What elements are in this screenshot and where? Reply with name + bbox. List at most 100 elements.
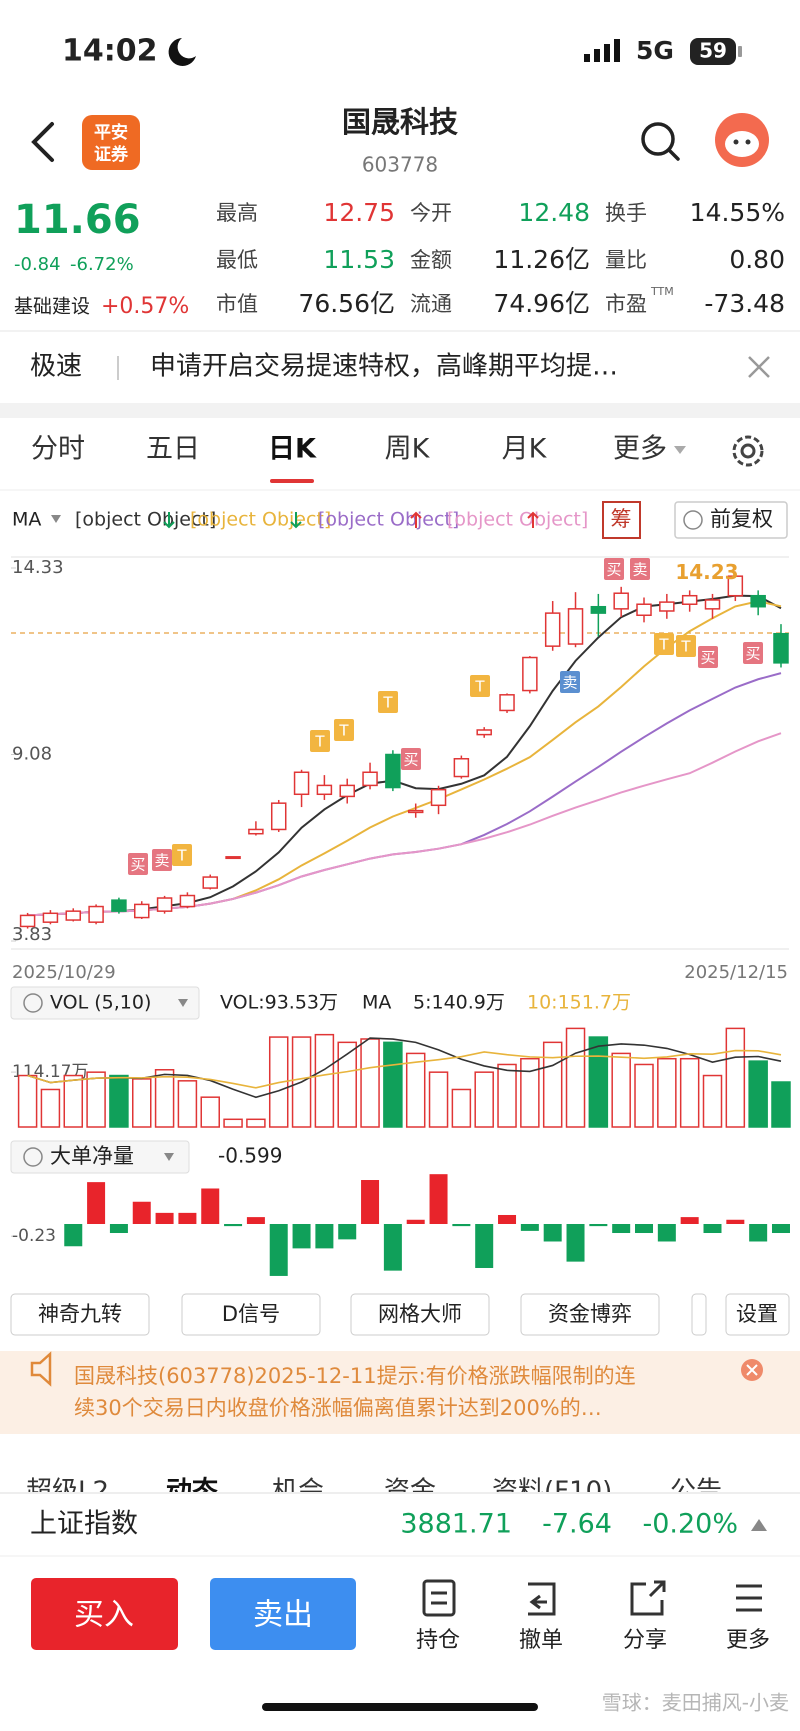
stat-value: 76.56亿 bbox=[298, 289, 395, 318]
tool-button[interactable] bbox=[350, 1293, 490, 1336]
moon-icon bbox=[168, 38, 196, 66]
avatar-eye bbox=[733, 139, 739, 145]
notice-tag: 极速 bbox=[30, 352, 82, 382]
flow-bar bbox=[178, 1212, 197, 1224]
last-price: 11.66 bbox=[14, 197, 141, 243]
signal-badge bbox=[334, 719, 354, 741]
stat-value: 12.48 bbox=[518, 198, 590, 227]
share-icon[interactable] bbox=[630, 1580, 666, 1616]
signal-text: T bbox=[658, 636, 669, 654]
network: 5G bbox=[636, 36, 674, 65]
stat-label: 流通 bbox=[410, 292, 452, 316]
period-tab[interactable]: 日K bbox=[268, 434, 317, 465]
broker-logo bbox=[82, 115, 140, 170]
battery-level: 59 bbox=[699, 39, 727, 63]
settings-tool[interactable] bbox=[725, 1293, 790, 1336]
signal-text: T bbox=[314, 733, 325, 751]
back-button[interactable] bbox=[31, 122, 54, 162]
vol-indicator-select[interactable] bbox=[10, 986, 200, 1020]
more-icon[interactable] bbox=[736, 1584, 762, 1612]
candle-body bbox=[567, 608, 584, 645]
battery bbox=[690, 38, 736, 65]
signal-badge bbox=[310, 730, 330, 752]
tool-label: 资金博弈 bbox=[548, 1302, 632, 1326]
caret bbox=[164, 1153, 174, 1161]
vol-label: VOL (5,10) bbox=[50, 992, 151, 1014]
action-label: 更多 bbox=[726, 1628, 770, 1653]
ma5-line bbox=[27, 594, 782, 917]
period-tab[interactable]: 更多 bbox=[613, 434, 667, 465]
stock-name: 国晟科技 bbox=[342, 105, 458, 139]
adjust-button[interactable] bbox=[674, 501, 788, 539]
signal-badge bbox=[152, 849, 172, 871]
notice-text[interactable]: 申请开启交易提速特权，高峰期平均提… bbox=[150, 352, 618, 382]
chip-button[interactable] bbox=[602, 501, 641, 539]
stock-code: 603778 bbox=[362, 153, 438, 177]
period-tabs: 分时 五日 日K 周K 月K 更多 bbox=[31, 434, 667, 483]
adjust-label: 前复权 bbox=[710, 507, 773, 531]
tool-button[interactable] bbox=[181, 1293, 321, 1336]
holdings-icon[interactable] bbox=[422, 1579, 456, 1617]
y-tick-label: 3.83 bbox=[12, 924, 52, 945]
period-tab[interactable]: 周K bbox=[385, 434, 431, 465]
avatar-face bbox=[725, 131, 759, 157]
avatar-eye bbox=[745, 139, 751, 145]
signal-badge bbox=[128, 853, 148, 875]
expand-caret[interactable] bbox=[751, 1519, 767, 1531]
flow-bar bbox=[680, 1217, 699, 1224]
search-button[interactable] bbox=[641, 122, 675, 156]
candle-body bbox=[613, 592, 629, 610]
alert-close-x bbox=[746, 1364, 758, 1376]
flow-bar bbox=[657, 1224, 676, 1242]
info-icon bbox=[683, 510, 703, 530]
candle-body bbox=[42, 912, 59, 923]
action-label: 分享 bbox=[623, 1628, 667, 1653]
flow-bar bbox=[612, 1224, 631, 1234]
flow-bar bbox=[361, 1180, 380, 1224]
stat-label: 市值 bbox=[216, 292, 258, 316]
candle-body bbox=[248, 828, 264, 835]
cancel-icon[interactable] bbox=[528, 1582, 556, 1616]
candle-body bbox=[522, 656, 538, 692]
period-tab[interactable]: 五日 bbox=[146, 434, 200, 465]
period-tab[interactable]: 月K bbox=[502, 434, 548, 465]
signal-text: 卖 bbox=[632, 561, 647, 579]
volume-bar bbox=[177, 1080, 198, 1128]
flow-indicator-select[interactable] bbox=[10, 1140, 190, 1174]
logo-text: 平安 bbox=[94, 122, 128, 143]
index-change-pct: -0.20% bbox=[642, 1509, 738, 1540]
ma-caret bbox=[51, 515, 61, 523]
signal-text: 买 bbox=[606, 561, 621, 579]
flow-bar bbox=[429, 1174, 448, 1224]
volume-bar bbox=[405, 1052, 426, 1128]
flow-bar bbox=[749, 1224, 768, 1242]
candle-body bbox=[385, 753, 401, 789]
candle-body bbox=[362, 771, 378, 787]
volume-bar bbox=[63, 1074, 84, 1128]
tool-label: D信号 bbox=[222, 1302, 280, 1326]
signal-badge bbox=[698, 646, 718, 668]
buy-button[interactable] bbox=[31, 1578, 178, 1650]
notice-close[interactable] bbox=[748, 356, 770, 378]
tool-button[interactable] bbox=[520, 1293, 660, 1336]
signal-badge bbox=[401, 748, 421, 770]
trend-arrow bbox=[290, 512, 302, 529]
settings-button[interactable] bbox=[732, 435, 764, 467]
candle-body bbox=[681, 594, 698, 605]
signal-badge bbox=[560, 671, 580, 693]
volume-bar bbox=[154, 1069, 175, 1128]
sell-button[interactable] bbox=[210, 1578, 356, 1650]
flow-bar bbox=[726, 1219, 745, 1224]
signal-text: 卖 bbox=[562, 674, 577, 692]
volume-bar bbox=[611, 1052, 631, 1128]
candle-body bbox=[293, 771, 310, 796]
period-tab[interactable]: 分时 bbox=[31, 434, 85, 465]
flow-panel: -0.23 bbox=[11, 1174, 790, 1276]
volume-bar bbox=[748, 1060, 768, 1128]
price-change-pct: -6.72% bbox=[70, 254, 134, 275]
flow-bar bbox=[224, 1224, 243, 1227]
stat-label-sup: TTM bbox=[650, 285, 674, 298]
stat-label: 金额 bbox=[410, 248, 452, 272]
tool-button[interactable] bbox=[10, 1293, 150, 1336]
